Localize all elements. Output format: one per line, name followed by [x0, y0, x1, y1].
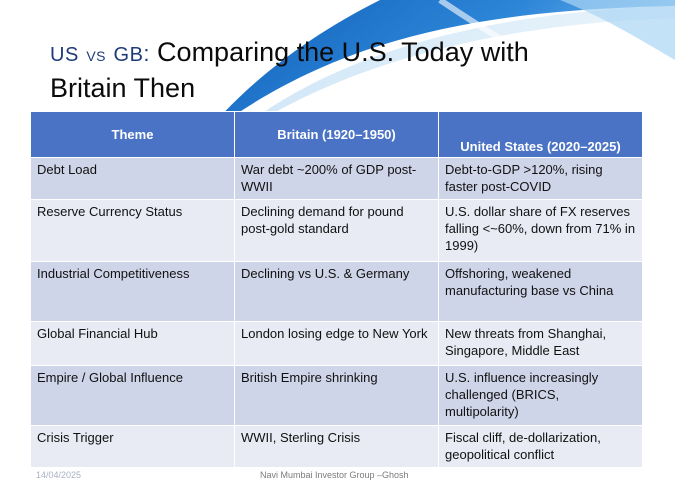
cell-britain: London losing edge to New York [234, 321, 439, 366]
cell-us: Fiscal cliff, de-dollarization, geopolit… [438, 425, 643, 468]
title-vs: VS [86, 48, 106, 64]
cell-us: Debt-to-GDP >120%, rising faster post-CO… [438, 157, 643, 200]
title-us: US [50, 44, 79, 66]
cell-us: U.S. dollar share of FX reserves falling… [438, 199, 643, 262]
comparison-table: Theme Britain (1920–1950) United States … [30, 111, 643, 468]
title-gb: GB [113, 44, 144, 66]
cell-britain: War debt ~200% of GDP post-WWII [234, 157, 439, 200]
cell-theme: Empire / Global Influence [30, 365, 235, 426]
table-row: Global Financial Hub London losing edge … [30, 321, 643, 366]
cell-britain: WWII, Sterling Crisis [234, 425, 439, 468]
slide-title: US VS GB: Comparing the U.S. Today with … [50, 36, 610, 104]
cell-britain: British Empire shrinking [234, 365, 439, 426]
header-theme: Theme [30, 111, 235, 158]
cell-britain: Declining vs U.S. & Germany [234, 261, 439, 322]
cell-theme: Debt Load [30, 157, 235, 200]
table-row: Debt Load War debt ~200% of GDP post-WWI… [30, 157, 643, 200]
cell-us: New threats from Shanghai, Singapore, Mi… [438, 321, 643, 366]
title-main: Comparing the U.S. Today with Britain Th… [50, 37, 529, 103]
cell-theme: Crisis Trigger [30, 425, 235, 468]
cell-britain: Declining demand for pound post-gold sta… [234, 199, 439, 262]
header-britain: Britain (1920–1950) [234, 111, 439, 158]
table-row: Reserve Currency Status Declining demand… [30, 199, 643, 262]
title-colon: : [143, 41, 150, 66]
table-row: Industrial Competitiveness Declining vs … [30, 261, 643, 322]
footer-credit: Navi Mumbai Investor Group –Ghosh [260, 470, 409, 480]
cell-theme: Global Financial Hub [30, 321, 235, 366]
table-header-row: Theme Britain (1920–1950) United States … [30, 111, 643, 158]
cell-theme: Industrial Competitiveness [30, 261, 235, 322]
cell-us: U.S. influence increasingly challenged (… [438, 365, 643, 426]
cell-theme: Reserve Currency Status [30, 199, 235, 262]
table-row: Empire / Global Influence British Empire… [30, 365, 643, 426]
header-united-states: United States (2020–2025) [438, 111, 643, 158]
cell-us: Offshoring, weakened manufacturing base … [438, 261, 643, 322]
table-row: Crisis Trigger WWII, Sterling Crisis Fis… [30, 425, 643, 468]
footer-date: 14/04/2025 [36, 470, 82, 480]
